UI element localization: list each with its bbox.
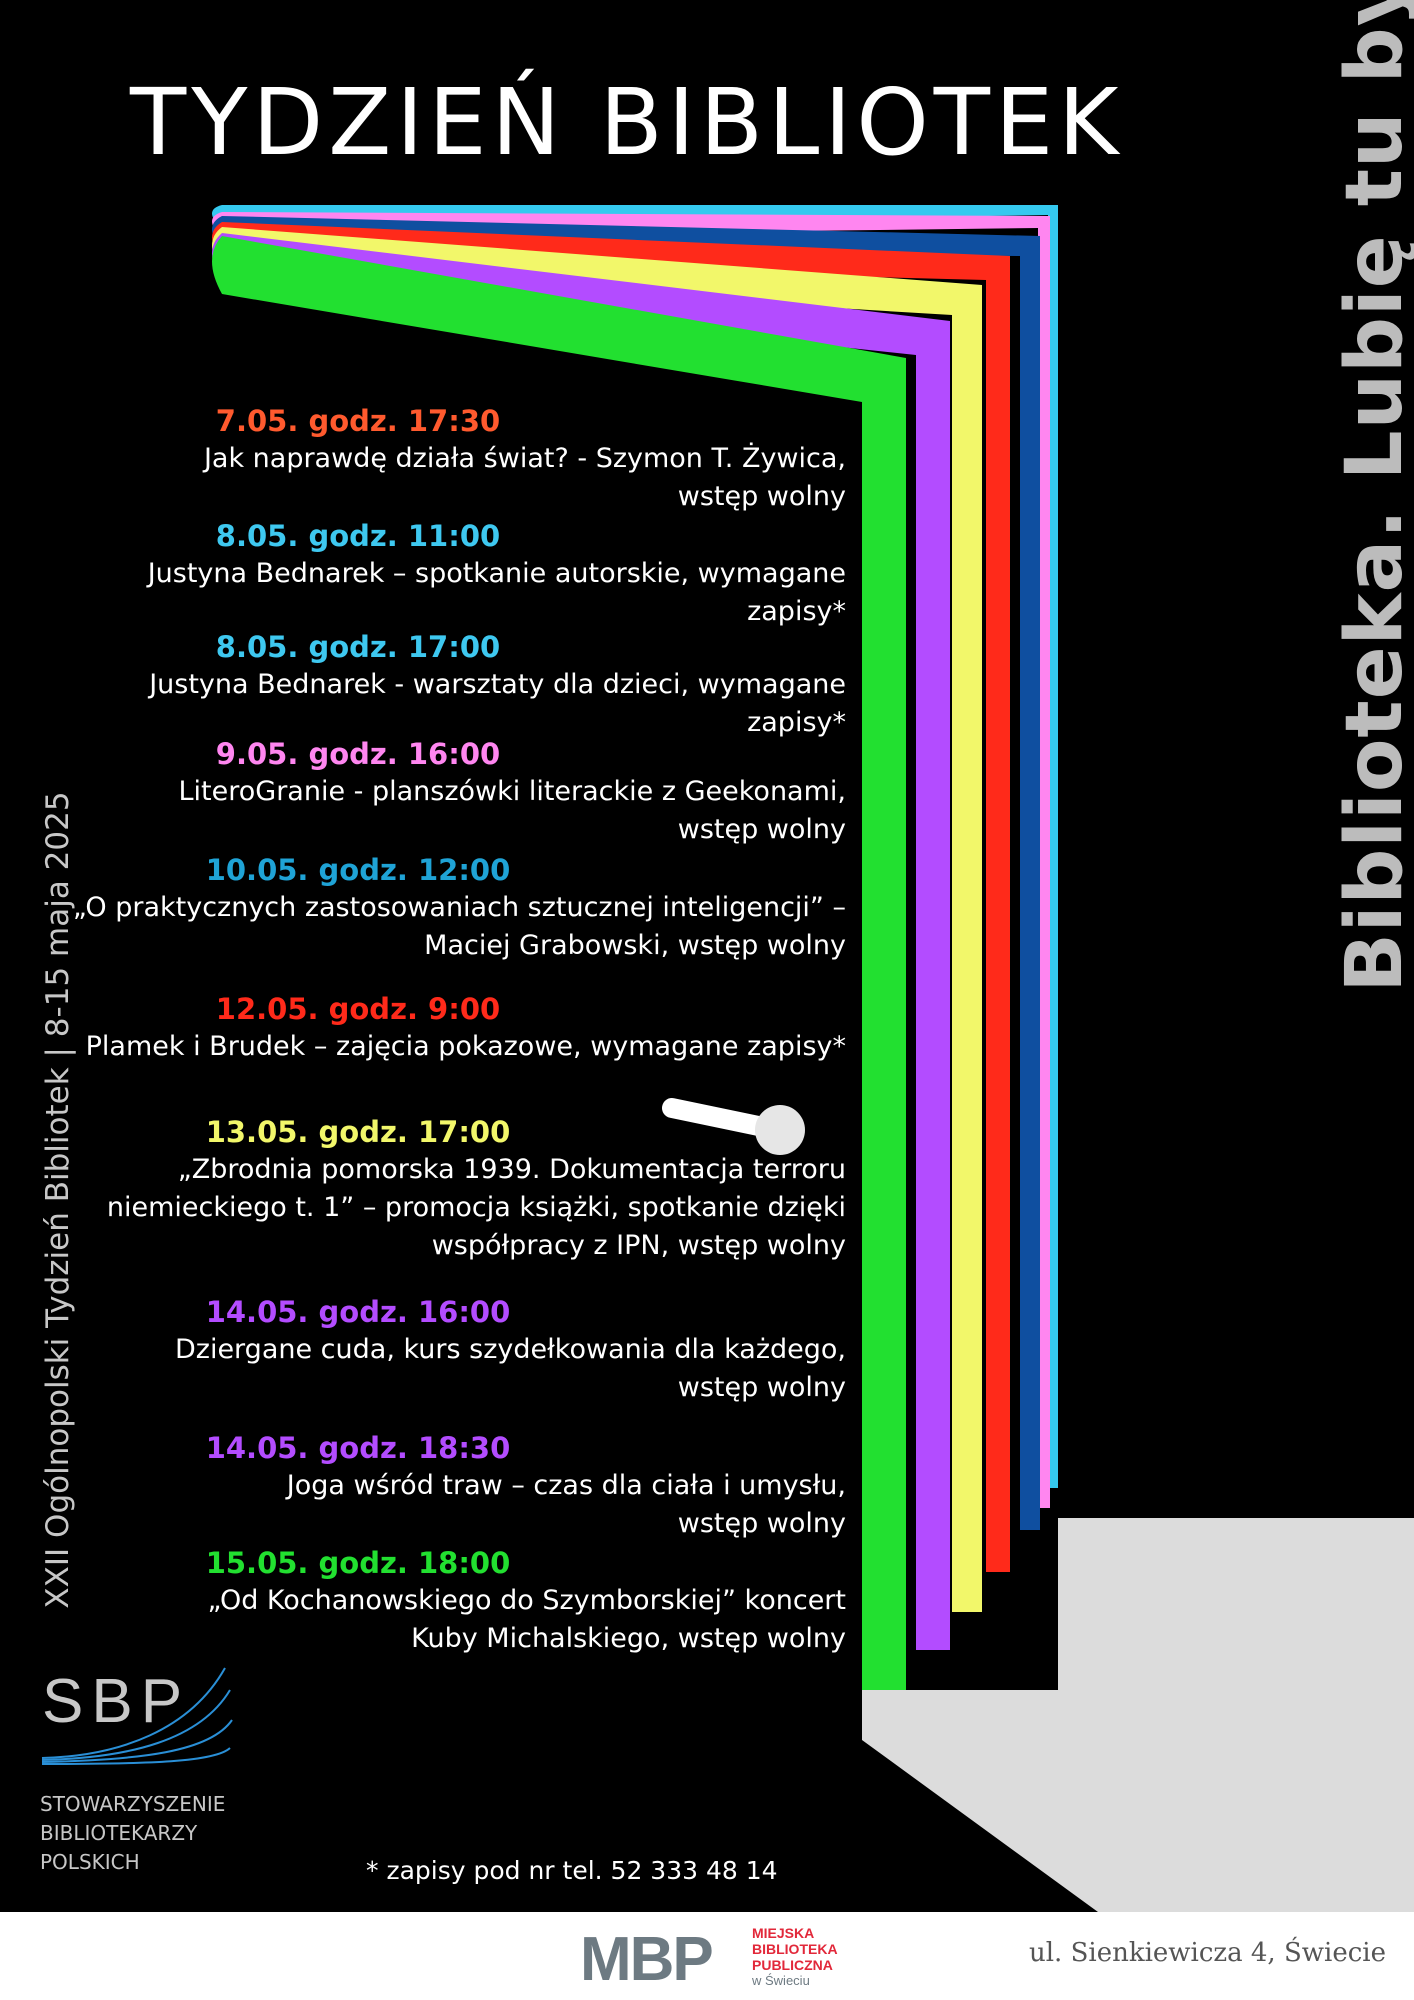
event-date: 8.05. godz. 17:00 xyxy=(215,630,501,664)
event-item: 7.05. godz. 17:30 Jak naprawdę działa św… xyxy=(60,402,846,516)
event-description: LiteroGranie - planszówki literackie z G… xyxy=(178,776,847,845)
event-description: Jak naprawdę działa świat? - Szymon T. Ż… xyxy=(203,443,846,512)
event-caption-vertical: XXII Ogólnopolski Tydzień Bibliotek | 8-… xyxy=(40,791,76,1609)
mbp-logo: MBP MIEJSKA BIBLIOTEKA PUBLICZNA w Świec… xyxy=(580,1925,838,1992)
event-description: Plamek i Brudek – zajęcia pokazowe, wyma… xyxy=(85,1031,846,1062)
event-item: 8.05. godz. 11:00 Justyna Bednarek – spo… xyxy=(60,517,846,631)
event-date: 15.05. godz. 18:00 xyxy=(205,1546,511,1580)
sbp-logo: SBP xyxy=(41,1667,233,1765)
address: ul. Sienkiewicza 4, Świecie xyxy=(1028,1938,1386,1968)
footnote: * zapisy pod nr tel. 52 333 48 14 xyxy=(366,1856,778,1885)
event-date: 7.05. godz. 17:30 xyxy=(215,404,501,438)
door-handle-icon xyxy=(662,1098,805,1155)
event-item: 9.05. godz. 16:00 LiteroGranie - planszó… xyxy=(60,735,847,849)
mbp-name-line: PUBLICZNA xyxy=(752,1957,833,1973)
stripes-group xyxy=(212,205,1058,1690)
mbp-abbr: MBP xyxy=(580,1925,712,1992)
event-item: 12.05. godz. 9:00 Plamek i Brudek – zaję… xyxy=(60,990,846,1066)
event-item: 10.05. godz. 12:00 „O praktycznych zasto… xyxy=(60,851,846,965)
event-description: „Zbrodnia pomorska 1939. Dokumentacja te… xyxy=(106,1154,846,1261)
event-description: Dziergane cuda, kurs szydełkowania dla k… xyxy=(174,1334,846,1403)
event-item: 14.05. godz. 16:00 Dziergane cuda, kurs … xyxy=(60,1293,846,1407)
event-date: 14.05. godz. 16:00 xyxy=(205,1295,511,1329)
event-item: 15.05. godz. 18:00 „Od Kochanowskiego do… xyxy=(60,1544,846,1658)
event-date: 13.05. godz. 17:00 xyxy=(205,1115,511,1149)
event-description: Justyna Bednarek - warsztaty dla dzieci,… xyxy=(149,669,846,738)
event-date: 14.05. godz. 18:30 xyxy=(205,1431,511,1465)
event-description: „Od Kochanowskiego do Szymborskiej” konc… xyxy=(207,1585,846,1654)
page-title: TYDZIEŃ BIBLIOTEK xyxy=(130,69,1124,176)
event-item: 14.05. godz. 18:30 Joga wśród traw – cza… xyxy=(60,1429,846,1543)
event-date: 9.05. godz. 16:00 xyxy=(215,737,501,771)
event-date: 12.05. godz. 9:00 xyxy=(215,992,501,1026)
mbp-name-line: w Świeciu xyxy=(751,1973,810,1988)
event-description: Justyna Bednarek – spotkanie autorskie, … xyxy=(147,558,846,627)
event-item: 13.05. godz. 17:00 „Zbrodnia pomorska 19… xyxy=(60,1113,846,1265)
event-description: „O praktycznych zastosowaniach sztucznej… xyxy=(72,892,846,961)
event-description: Joga wśród traw – czas dla ciała i umysł… xyxy=(286,1470,846,1539)
mbp-name-line: BIBLIOTEKA xyxy=(752,1941,838,1957)
sbp-full-name: STOWARZYSZENIE BIBLIOTEKARZY POLSKICH xyxy=(40,1792,226,1874)
slogan-vertical: Biblioteka. Lubię tu być xyxy=(1330,0,1414,993)
event-date: 8.05. godz. 11:00 xyxy=(215,519,501,553)
mbp-name-line: MIEJSKA xyxy=(752,1925,814,1941)
stripe-green xyxy=(212,236,906,1690)
sbp-abbr: SBP xyxy=(42,1667,190,1736)
event-item: 8.05. godz. 17:00 Justyna Bednarek - war… xyxy=(60,628,846,742)
event-date: 10.05. godz. 12:00 xyxy=(205,853,511,887)
footer-band xyxy=(0,1912,1414,2000)
floor-shape xyxy=(862,1518,1414,1912)
